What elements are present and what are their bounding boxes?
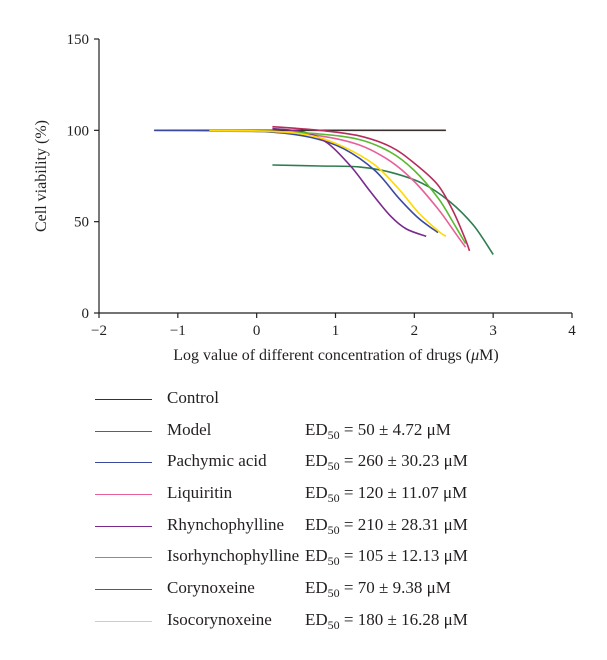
legend-label: Isocorynoxeine — [167, 609, 272, 629]
series-line-corynoxeine — [272, 125, 471, 252]
y-tick-label: 50 — [74, 215, 89, 231]
x-tick-label: −1 — [170, 323, 186, 339]
legend-swatch — [95, 589, 152, 591]
x-axis-label: Log value of different concentration of … — [173, 347, 498, 364]
x-tick-label: 2 — [411, 323, 419, 339]
ed50-value: ED50 = 120 ± 11.07 μM — [305, 483, 468, 506]
ed50-value: ED50 = 50 ± 4.72 μM — [305, 419, 451, 442]
ed50-value: ED50 = 70 ± 9.38 μM — [305, 578, 451, 601]
y-tick-label: 0 — [82, 306, 90, 322]
x-tick-label: 3 — [489, 323, 497, 339]
y-axis-label: Cell viability (%) — [33, 120, 50, 232]
y-tick-label: 150 — [67, 32, 90, 48]
legend-item-pachymic-acid: Pachymic acid ED50 = 260 ± 30.23 μM — [95, 447, 595, 479]
series-line-liquiritin — [209, 130, 467, 248]
series-line-model — [272, 164, 494, 255]
ed50-value: ED50 = 105 ± 12.13 μM — [305, 546, 468, 569]
series-line-isocorynoxeine — [209, 129, 447, 237]
axis-ticks: −2 −1 0 1 2 3 4 0 50 100 150 — [67, 32, 577, 339]
legend-swatch — [95, 557, 152, 559]
y-tick-label: 100 — [67, 123, 90, 139]
legend-item-liquiritin: Liquiritin ED50 = 120 ± 11.07 μM — [95, 479, 595, 511]
x-tick-label: 4 — [568, 323, 576, 339]
x-tick-label: 1 — [332, 323, 340, 339]
ed50-value: ED50 = 180 ± 16.28 μM — [305, 609, 468, 632]
legend-label: Corynoxeine — [167, 578, 255, 598]
series-line-pachymic-acid — [154, 129, 439, 234]
legend-label: Rhynchophylline — [167, 514, 285, 534]
legend-item-rhynchophylline: Rhynchophylline ED50 = 210 ± 28.31 μM — [95, 511, 595, 543]
legend-label: Control — [167, 388, 219, 407]
ed50-value: ED50 = 210 ± 28.31 μM — [305, 514, 468, 537]
series-line-rhynchophylline — [272, 127, 427, 238]
legend-label: Pachymic acid — [167, 451, 267, 471]
legend-item-model: Model ED50 = 50 ± 4.72 μM — [95, 416, 595, 448]
legend-item-control: Control — [95, 384, 595, 416]
cell-viability-chart: −2 −1 0 1 2 3 4 0 50 100 150 Cell viability (%) Lo… — [33, 32, 577, 364]
legend-swatch — [95, 620, 152, 622]
legend-item-corynoxeine: Corynoxeine ED50 = 70 ± 9.38 μM — [95, 574, 595, 606]
ed50-value: ED50 = 260 ± 30.23 μM — [305, 451, 468, 474]
legend-label: Liquiritin — [167, 483, 233, 503]
legend-item-isocorynoxeine: Isocorynoxeine ED50 = 180 ± 16.28 μM — [95, 606, 595, 638]
legend-swatch — [95, 462, 152, 464]
legend-swatch — [95, 399, 152, 400]
legend: Control Model ED50 = 50 ± 4.72 μM Pachymic … — [95, 384, 595, 638]
legend-label: Model — [167, 419, 212, 439]
legend-item-isorhynchophylline: Isorhynchophylline ED50 = 105 ± 12.13 μM — [95, 542, 595, 574]
x-tick-label: 0 — [253, 323, 261, 339]
axes — [98, 39, 572, 314]
legend-swatch — [95, 494, 152, 496]
legend-swatch — [95, 430, 152, 432]
legend-swatch — [95, 525, 152, 527]
legend-label: Isorhynchophylline — [167, 546, 300, 566]
x-tick-label: −2 — [91, 323, 107, 339]
series-lines — [154, 125, 494, 255]
